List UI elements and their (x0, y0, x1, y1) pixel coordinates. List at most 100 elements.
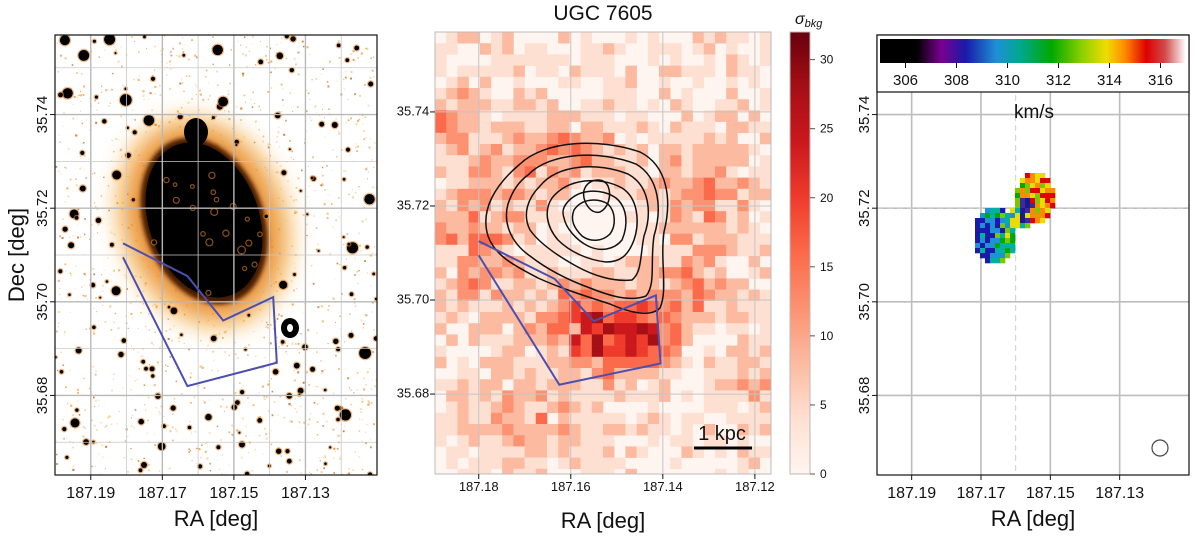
noise-pixel (100, 422, 102, 424)
heatmap-cell (737, 177, 749, 190)
heatmap-cell (513, 188, 525, 201)
heatmap-cell (737, 312, 749, 324)
noise-pixel (57, 71, 59, 73)
heatmap-cell (636, 278, 649, 290)
heatmap-cell (659, 278, 671, 290)
velocity-pixel (980, 233, 986, 239)
noise-pixel (287, 180, 289, 182)
heatmap-cell (580, 390, 593, 402)
heatmap-cell (502, 155, 514, 167)
noise-pixel (298, 421, 301, 423)
heatmap-cell (759, 99, 771, 111)
noise-pixel (202, 98, 205, 101)
noise-pixel (289, 140, 291, 142)
noise-pixel (64, 167, 66, 169)
heatmap-cell (771, 234, 783, 246)
left-panel-ticks: 187.19 187.17 187.15 187.1335.6835.7035.723… (34, 96, 330, 502)
noise-pixel (374, 385, 377, 388)
noise-pixel (63, 334, 65, 336)
star (336, 417, 340, 422)
velocity-pixel (1020, 223, 1026, 229)
noise-pixel (139, 75, 141, 77)
heatmap-cell (513, 132, 525, 145)
noise-pixel (94, 118, 96, 120)
heatmap-cell (502, 211, 514, 223)
noise-pixel (339, 456, 341, 458)
heatmap-cell (446, 446, 458, 458)
velocity-pixel (1015, 213, 1021, 219)
heatmap-cell (636, 446, 649, 458)
noise-pixel (58, 311, 60, 313)
star (288, 148, 291, 151)
noise-pixel (57, 369, 59, 372)
noise-pixel (320, 173, 322, 175)
velocity-pixel (1035, 203, 1041, 209)
heatmap-cell (625, 121, 637, 134)
velocity-pixel (1015, 223, 1021, 229)
noise-pixel (124, 457, 126, 459)
noise-pixel (122, 387, 124, 389)
noise-pixel (320, 360, 322, 362)
noise-pixel (354, 305, 357, 307)
heatmap-cell (703, 345, 716, 358)
heatmap-cell (748, 65, 761, 78)
noise-pixel (262, 453, 264, 455)
heatmap-cell (435, 424, 447, 436)
star (257, 418, 263, 423)
heatmap-cell (603, 412, 615, 425)
noise-pixel (276, 141, 278, 143)
heatmap-cell (659, 166, 671, 178)
noise-pixel (336, 156, 338, 158)
velocity-pixel (990, 208, 996, 214)
heatmap-cell (647, 278, 660, 290)
heatmap-cell (681, 267, 693, 279)
heatmap-cell (603, 446, 615, 458)
star (276, 52, 284, 60)
colorbar-tick-label: 30 (820, 53, 834, 67)
velocity-pixel (995, 258, 1001, 264)
noise-pixel (93, 332, 96, 335)
heatmap-cell (737, 334, 749, 346)
star (92, 325, 96, 330)
heatmap-cell (603, 166, 615, 178)
noise-pixel (352, 59, 355, 61)
heatmap-cell (435, 267, 447, 279)
heatmap-cell (547, 401, 559, 414)
heatmap-cell (737, 244, 749, 257)
noise-pixel (212, 63, 214, 65)
heatmap-cell (446, 76, 458, 89)
heatmap-cell (614, 345, 626, 358)
heatmap-cell (524, 300, 537, 313)
heatmap-cell (502, 401, 514, 414)
velocity-pixel (1040, 183, 1046, 189)
heatmap-cell (692, 244, 705, 257)
noise-pixel (72, 103, 74, 105)
heatmap-cell (625, 65, 637, 78)
heatmap-cell (580, 334, 593, 346)
heatmap-cell (535, 43, 548, 55)
velocity-pixel (1050, 203, 1056, 209)
noise-pixel (138, 368, 140, 370)
noise-pixel (136, 378, 138, 381)
noise-pixel (315, 78, 318, 80)
noise-pixel (130, 447, 132, 450)
velocity-pixel (985, 218, 991, 224)
heatmap-cell (547, 390, 559, 402)
star (247, 313, 251, 317)
noise-pixel (338, 368, 340, 370)
noise-pixel (262, 366, 265, 369)
heatmap-cell (659, 424, 671, 436)
heatmap-cell (580, 289, 593, 302)
noise-pixel (358, 186, 360, 188)
velocity-pixel (1000, 253, 1006, 259)
noise-pixel (300, 333, 302, 335)
heatmap-cell (513, 312, 525, 324)
noise-pixel (357, 145, 360, 148)
star (143, 35, 146, 39)
noise-pixel (269, 47, 271, 50)
noise-pixel (351, 189, 353, 191)
star (162, 424, 166, 428)
star (151, 374, 155, 378)
star (59, 35, 70, 46)
noise-pixel (208, 432, 211, 435)
